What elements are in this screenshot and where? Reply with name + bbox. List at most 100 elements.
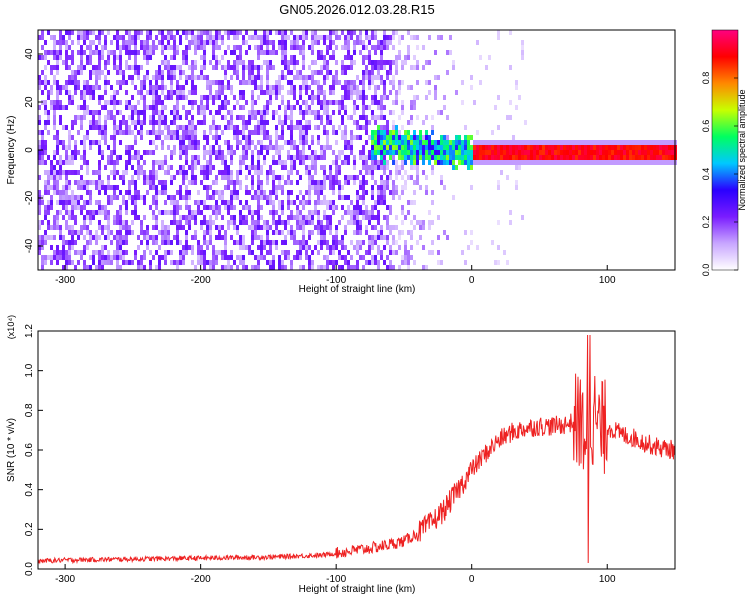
spectrogram-cell [464,230,467,235]
spectrogram-cell [347,195,350,200]
spectrogram-cell [95,210,98,215]
spectrogram-cell [206,165,209,170]
spectrogram-cell [137,75,140,80]
spectrogram-cell [386,220,389,225]
spectrogram-cell [131,180,134,185]
spectrogram-cell [269,225,272,230]
spectrogram-cell [383,30,386,35]
spectrogram-cell [185,240,188,245]
spectrogram-cell [434,85,437,90]
spectrogram-cell [260,50,263,55]
spectrogram-cell [38,155,41,160]
spectrogram-cell [239,95,242,100]
spectrogram-cell [209,60,212,65]
spectrogram-cell [209,170,212,175]
spectrogram-cell [329,90,332,95]
spectrogram-cell [290,190,293,195]
spectrogram-cell [248,170,251,175]
spectrogram-cell [146,50,149,55]
spectrogram-cell [131,260,134,265]
spectrogram-cell [227,200,230,205]
spectrogram-cell [329,170,332,175]
spectrogram-cell [80,175,83,180]
spectrogram-cell [662,160,665,165]
spectrogram-cell [269,90,272,95]
spectrogram-cell [380,50,383,55]
spectrogram-cell [536,140,539,145]
spectrogram-cell [416,65,419,70]
spectrogram-cell [311,70,314,75]
spectrogram-cell [185,215,188,220]
spectrogram-cell [308,105,311,110]
spectrogram-cell [251,215,254,220]
spectrogram-cell [374,45,377,50]
spectrogram-cell [341,30,344,35]
spectrogram-cell [398,90,401,95]
spectrogram-cell [608,160,611,165]
spectrogram-cell [662,155,665,160]
spectrogram-cell [176,190,179,195]
spectrogram-cell [389,70,392,75]
spectrogram-cell [332,40,335,45]
spectrogram-cell [239,115,242,120]
spectrogram-cell [347,35,350,40]
spectrogram-cell [218,135,221,140]
spectrogram-cell [197,260,200,265]
spectrogram-cell [194,75,197,80]
spectrogram-cell [206,105,209,110]
spectrogram-cell [284,165,287,170]
spectrogram-cell [437,235,440,240]
spectrogram-cell [308,145,311,150]
spectrogram-cell [527,145,530,150]
spectrogram-cell [302,40,305,45]
spectrogram-cell [251,230,254,235]
spectrogram-cell [449,150,452,155]
spectrogram-cell [119,250,122,255]
spectrogram-cell [56,210,59,215]
spectrogram-cell [419,155,422,160]
spectrogram-cell [77,65,80,70]
spectrogram-cell [482,160,485,165]
spectrogram-cell [119,70,122,75]
spectrogram-cell [236,190,239,195]
spectrogram-cell [98,130,101,135]
spectrogram-cell [137,265,140,270]
spectrogram-cell [278,115,281,120]
spectrogram-cell [176,210,179,215]
spectrogram-cell [68,90,71,95]
spectrogram-cell [515,105,518,110]
spectrogram-cell [500,150,503,155]
spectrogram-cell [404,60,407,65]
spectrogram-cell [470,145,473,150]
spectrogram-cell [110,50,113,55]
spectrogram-cell [257,35,260,40]
spectrogram-cell [239,55,242,60]
spectrogram-cell [134,35,137,40]
spectrogram-cell [398,165,401,170]
spectrogram-cell [488,150,491,155]
spectrogram-cell [371,210,374,215]
spectrogram-cell [53,165,56,170]
spectrogram-cell [335,240,338,245]
spectrogram-cell [62,40,65,45]
spectrogram-cell [410,100,413,105]
spectrogram-cell [80,250,83,255]
spectrogram-cell [452,150,455,155]
spectrogram-cell [383,185,386,190]
spectrogram-cell [326,200,329,205]
spectrogram-cell [227,125,230,130]
spectrogram-cell [203,55,206,60]
spectrogram-cell [194,265,197,270]
spectrogram-cell [44,185,47,190]
spectrogram-cell [44,110,47,115]
spectrogram-cell [197,200,200,205]
spectrogram-cell [656,140,659,145]
spectrogram-cell [371,155,374,160]
spectrogram-cell [434,145,437,150]
spectrogram-cell [491,160,494,165]
spectrogram-cell [155,45,158,50]
spectrogram-cell [242,40,245,45]
spectrogram-cell [512,160,515,165]
spectrogram-cell [170,70,173,75]
spectrogram-cell [512,145,515,150]
